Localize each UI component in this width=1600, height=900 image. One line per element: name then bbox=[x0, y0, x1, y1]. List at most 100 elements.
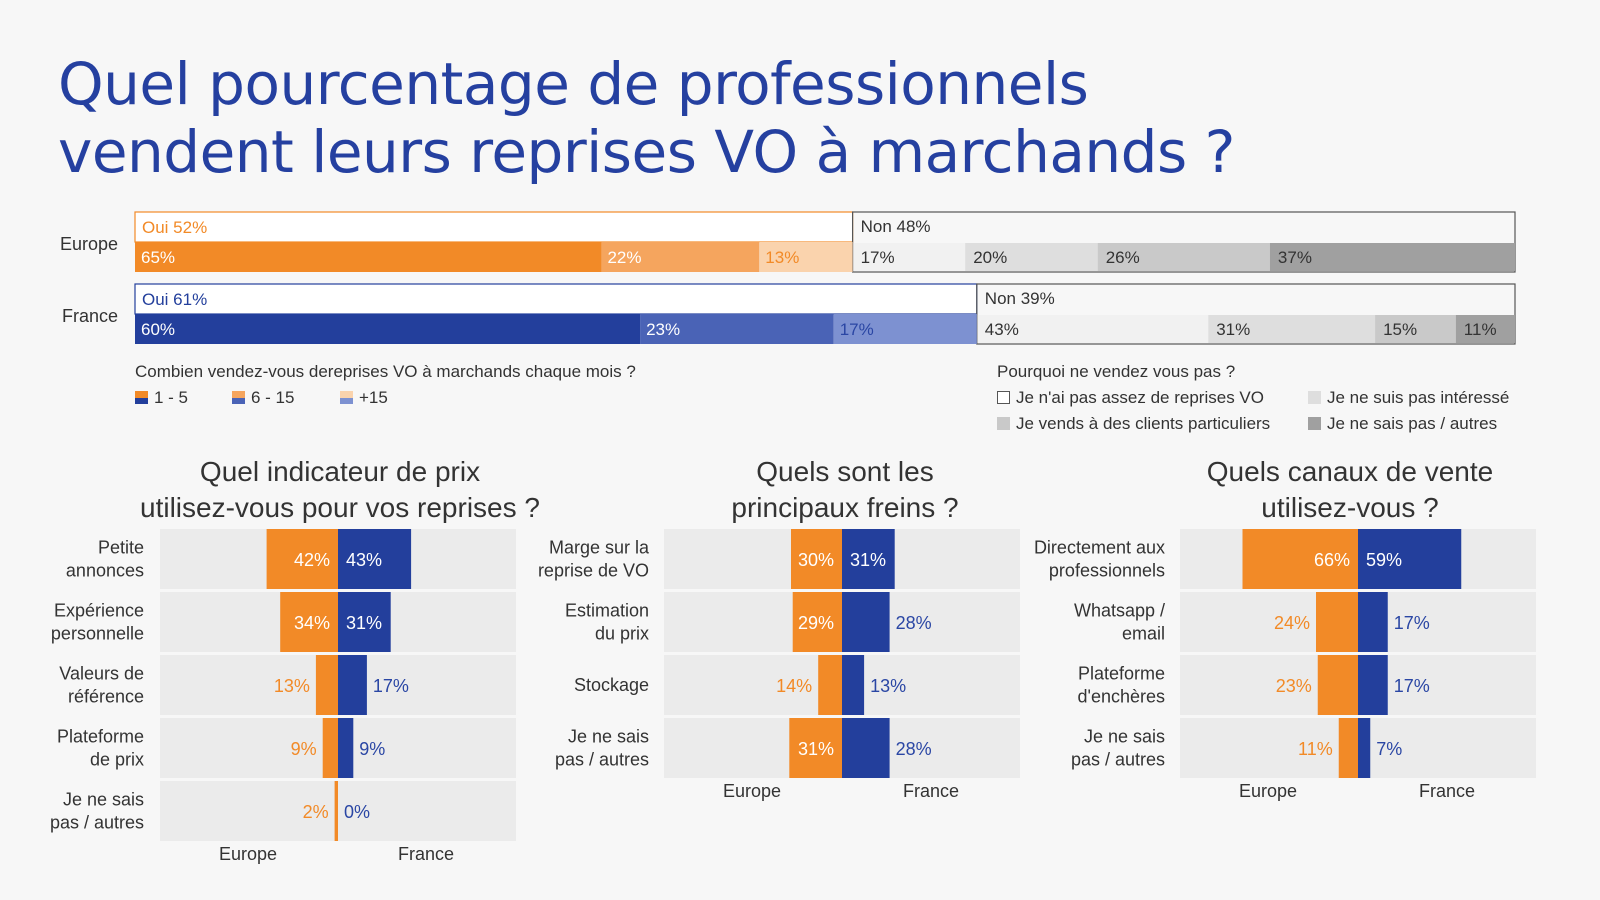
category-label-p2-2-1: d'enchères bbox=[1078, 687, 1166, 707]
legend-label-pas-interesse: Je ne suis pas intéressé bbox=[1327, 388, 1510, 407]
non-segment-label-france-3: 15% bbox=[1383, 320, 1417, 339]
axis-label-france-p1: France bbox=[903, 781, 959, 801]
page-title: Quel pourcentage de professionnels vende… bbox=[58, 50, 1458, 186]
value-france-p0-1: 31% bbox=[346, 613, 382, 633]
axis-label-europe-p2: Europe bbox=[1239, 781, 1297, 801]
category-label-p2-0-1: professionnels bbox=[1049, 561, 1165, 581]
category-label-p0-0-0: Petite bbox=[98, 538, 144, 558]
bar-europe-p1-1 bbox=[792, 592, 842, 652]
non-segment-france-4 bbox=[1455, 315, 1515, 343]
legend-swatch-pas-assez bbox=[997, 391, 1010, 404]
bar-europe-p2-0 bbox=[1242, 529, 1358, 589]
bar-europe-p0-0 bbox=[266, 529, 338, 589]
bar-europe-p1-2 bbox=[818, 655, 842, 715]
page-title-line2: vendent leurs reprises VO à marchands ? bbox=[58, 118, 1235, 186]
value-europe-p0-3: 9% bbox=[291, 739, 317, 759]
category-label-p0-2-1: référence bbox=[68, 687, 144, 707]
non-label-france: Non 39% bbox=[985, 289, 1055, 308]
oui-segment-label-france-2: 23% bbox=[646, 320, 680, 339]
category-label-p1-3-1: pas / autres bbox=[555, 750, 649, 770]
oui-segment-label-france-1: 60% bbox=[141, 320, 175, 339]
row-label-europe: Europe bbox=[60, 234, 118, 254]
oui-segment-france-3 bbox=[833, 314, 977, 344]
legend-label-pas-assez: Je n'ai pas assez de reprises VO bbox=[1016, 388, 1264, 407]
legend-label-1-5: 1 - 5 bbox=[154, 388, 189, 407]
legend-swatch-pas-interesse bbox=[1308, 391, 1321, 404]
axis-label-france-p2: France bbox=[1419, 781, 1475, 801]
bar-france-p1-1 bbox=[842, 592, 890, 652]
value-europe-p1-0: 30% bbox=[798, 550, 834, 570]
bar-france-p1-2 bbox=[842, 655, 865, 715]
legend-item-1-5: 1 - 5 bbox=[135, 388, 188, 408]
non-label-europe: Non 48% bbox=[861, 217, 931, 236]
oui-segment-europe-2 bbox=[601, 242, 760, 272]
value-france-p2-3: 7% bbox=[1376, 739, 1402, 759]
category-label-p0-4-1: pas / autres bbox=[50, 813, 144, 833]
value-europe-p1-2: 14% bbox=[776, 676, 812, 696]
category-label-p1-1-0: Estimation bbox=[565, 601, 649, 621]
value-france-p1-0: 31% bbox=[850, 550, 886, 570]
value-france-p0-2: 17% bbox=[373, 676, 409, 696]
value-europe-p1-1: 29% bbox=[798, 613, 834, 633]
oui-segment-label-europe-1: 65% bbox=[141, 248, 175, 267]
axis-label-france-p0: France bbox=[398, 844, 454, 864]
non-segment-label-europe-3: 26% bbox=[1106, 248, 1140, 267]
panel-title-freins-line2: principaux freins ? bbox=[731, 492, 959, 523]
oui-segment-europe-3 bbox=[759, 242, 853, 272]
legend-swatch-15plus bbox=[340, 391, 353, 404]
panel-title-freins-line1: Quels sont les bbox=[756, 456, 934, 487]
legend-label-particuliers: Je vends à des clients particuliers bbox=[1016, 414, 1271, 433]
panel-title-indicateur-line1: Quel indicateur de prix bbox=[199, 456, 481, 487]
non-segment-label-europe-4: 37% bbox=[1278, 248, 1312, 267]
legend-swatch-particuliers bbox=[997, 417, 1010, 430]
bar-france-p0-3 bbox=[338, 718, 354, 778]
top-stacked-chart: Europe Oui 52% Non 48% 65% 22% 13% 17% 20% 26% 37… bbox=[60, 211, 1516, 345]
value-france-p2-2: 17% bbox=[1394, 676, 1430, 696]
category-label-p1-2-0: Stockage bbox=[574, 675, 649, 695]
value-europe-p0-2: 13% bbox=[274, 676, 310, 696]
oui-label-france: Oui 61% bbox=[142, 290, 207, 309]
category-label-p0-3-0: Plateforme bbox=[57, 727, 144, 747]
value-europe-p0-1: 34% bbox=[294, 613, 330, 633]
oui-label-europe: Oui 52% bbox=[142, 218, 207, 237]
legend-swatch-ne-sais-pas bbox=[1308, 417, 1321, 430]
legend-label-15plus: +15 bbox=[359, 388, 388, 407]
axis-label-europe-p1: Europe bbox=[723, 781, 781, 801]
non-segment-label-france-1: 43% bbox=[985, 320, 1019, 339]
category-label-p0-1-0: Expérience bbox=[54, 601, 144, 621]
oui-header-france bbox=[134, 283, 978, 315]
category-label-p2-2-0: Plateforme bbox=[1078, 664, 1165, 684]
legend-item-ne-sais-pas: Je ne sais pas / autres bbox=[1308, 414, 1497, 434]
category-label-p2-1-0: Whatsapp / bbox=[1074, 601, 1165, 621]
oui-segment-france-1 bbox=[135, 314, 641, 344]
value-europe-p0-0: 42% bbox=[294, 550, 330, 570]
category-label-p0-4-0: Je ne sais bbox=[63, 790, 144, 810]
non-segment-label-france-4: 11% bbox=[1464, 320, 1497, 339]
bar-europe-p0-1 bbox=[280, 592, 338, 652]
legend-item-pas-interesse: Je ne suis pas intéressé bbox=[1308, 388, 1509, 408]
legend-label-6-15: 6 - 15 bbox=[251, 388, 295, 407]
category-label-p1-0-0: Marge sur la bbox=[549, 538, 650, 558]
oui-segment-europe-1 bbox=[135, 242, 602, 272]
non-segment-france-1 bbox=[977, 315, 1209, 343]
non-segment-europe-4 bbox=[1269, 243, 1515, 271]
category-label-p0-2-0: Valeurs de bbox=[59, 664, 144, 684]
panel-title-canaux: Quels canaux de vente utilisez-vous ? bbox=[1140, 454, 1560, 526]
bar-europe-p0-4 bbox=[334, 781, 338, 841]
oui-legend-question: Combien vendez-vous dereprises VO à marc… bbox=[135, 362, 636, 381]
value-europe-p1-3: 31% bbox=[798, 739, 834, 759]
category-label-p1-3-0: Je ne sais bbox=[568, 727, 649, 747]
value-europe-p2-1: 24% bbox=[1274, 613, 1310, 633]
non-segment-europe-1 bbox=[853, 243, 966, 271]
value-france-p0-3: 9% bbox=[359, 739, 385, 759]
category-label-p0-1-1: personnelle bbox=[51, 624, 144, 644]
legend-swatch-6-15 bbox=[232, 391, 245, 404]
value-europe-p0-4: 2% bbox=[303, 802, 329, 822]
category-label-p1-0-1: reprise de VO bbox=[538, 561, 649, 581]
legend-item-6-15: 6 - 15 bbox=[232, 388, 294, 408]
bar-europe-p0-2 bbox=[315, 655, 338, 715]
category-label-p1-1-1: du prix bbox=[595, 624, 649, 644]
value-france-p1-1: 28% bbox=[896, 613, 932, 633]
oui-segment-label-france-3: 17% bbox=[840, 320, 874, 339]
panel-title-canaux-line1: Quels canaux de vente bbox=[1206, 456, 1494, 487]
